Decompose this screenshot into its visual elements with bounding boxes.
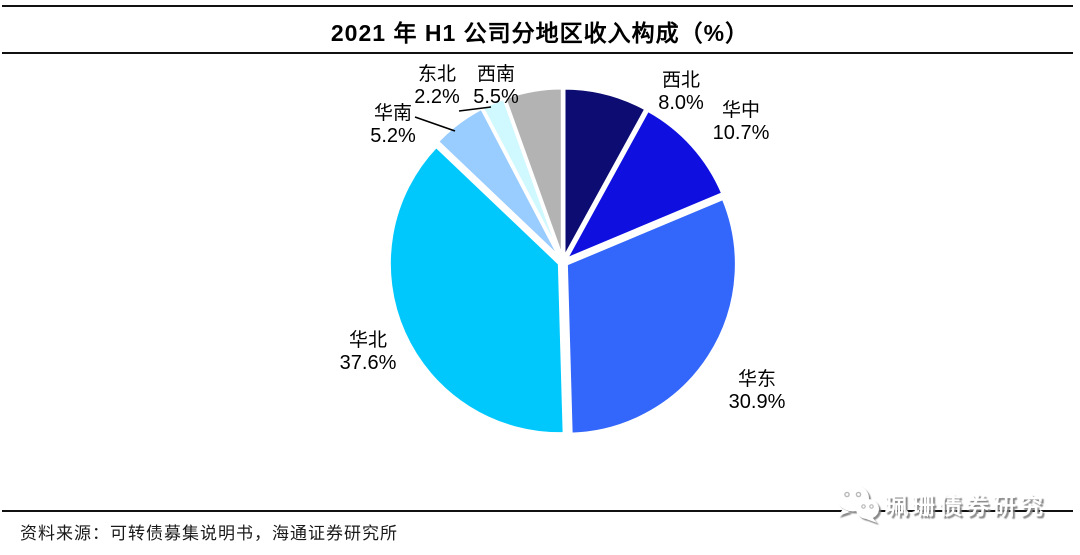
pie-slice-西北 (562, 86, 648, 260)
pie-slice-西南 (503, 86, 564, 260)
slice-label-value: 8.0% (658, 92, 704, 114)
top-rule (2, 5, 1073, 7)
slice-label-name: 西北 (661, 70, 700, 91)
slice-label-华东: 华东 30.9% (729, 369, 786, 413)
slice-label-value: 5.5% (473, 86, 519, 108)
slice-label-value: 5.2% (370, 125, 416, 147)
slice-label-华北: 华北 37.6% (340, 330, 397, 374)
slice-label-value: 30.9% (728, 391, 786, 413)
slice-label-name: 西南 (476, 64, 515, 85)
slice-label-西南: 西南 5.5% (473, 64, 519, 108)
leader-line-0 (458, 106, 492, 112)
slice-label-华南: 华南 5.2% (370, 103, 416, 147)
slice-label-value: 37.6% (339, 352, 397, 374)
wechat-icon (837, 484, 879, 523)
slice-label-name: 华南 (373, 103, 412, 124)
slice-label-华中: 华中 10.7% (713, 100, 770, 144)
pie-slice-华北 (387, 144, 566, 436)
pie-slice-华中 (564, 108, 725, 261)
bottom-rule (2, 510, 1073, 512)
slice-label-value: 10.7% (712, 122, 770, 144)
title-divider-rule (2, 52, 1073, 54)
chart-title: 2021 年 H1 公司分地区收入构成（%） (330, 20, 750, 46)
slice-label-name: 华中 (721, 100, 760, 121)
slice-label-name: 华东 (737, 369, 776, 390)
leader-line-1 (414, 116, 456, 132)
watermark: 珮珊债券研究 (834, 482, 1047, 526)
slice-label-value: 2.2% (414, 86, 460, 108)
pie-slice-华东 (564, 196, 738, 436)
slice-label-西北: 西北 8.0% (658, 70, 704, 114)
slice-label-东北: 东北 2.2% (414, 64, 460, 108)
source-note: 资料来源：可转债募集说明书，海通证券研究所 (20, 524, 398, 543)
slice-label-name: 华北 (348, 330, 387, 351)
slice-label-name: 东北 (417, 64, 456, 85)
watermark-text: 珮珊债券研究 (885, 494, 1047, 519)
